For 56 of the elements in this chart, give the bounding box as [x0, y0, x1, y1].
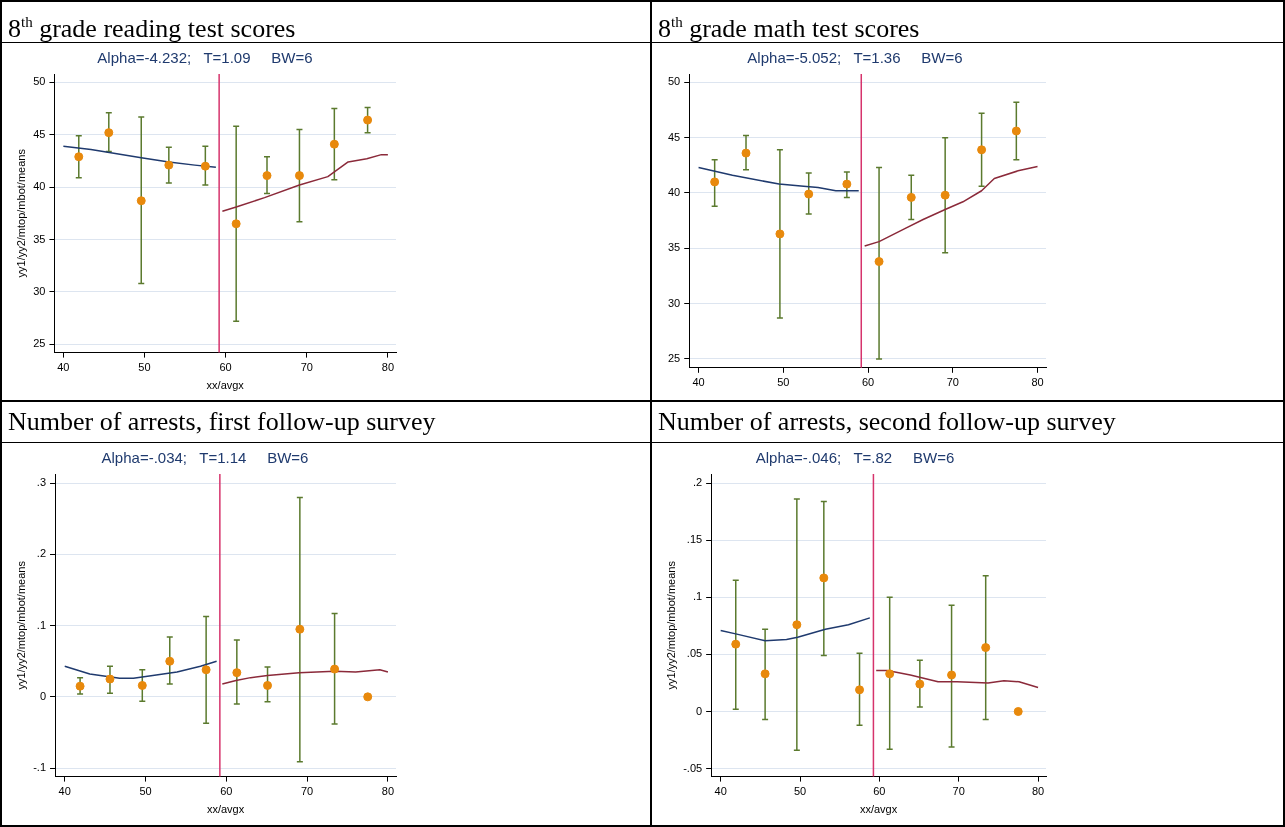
y-tick-label: .2: [692, 476, 703, 489]
x-tick-label: 70: [300, 361, 313, 374]
x-tick-label: 70: [301, 785, 314, 798]
x-tick-label: 80: [381, 785, 395, 798]
x-axis-title: xx/avgx: [206, 803, 245, 816]
y-tick-label: .05: [686, 647, 703, 660]
y-tick-label: 0: [696, 704, 703, 717]
y-tick-label: 50: [33, 75, 46, 88]
chart-subtitle: Alpha=-.034; T=1.14 BW=6: [101, 449, 309, 467]
y-tick-label: .1: [692, 590, 703, 603]
chart-title: 8$^{th}$ grade reading test scores: [2, 2, 650, 43]
y-tick-label: 30: [667, 296, 681, 309]
x-tick-label: 40: [57, 361, 70, 374]
x-axis-title: xx/avgx: [206, 379, 245, 392]
y-tick-label: 40: [33, 180, 46, 193]
chart-subtitle: Alpha=-4.232; T=1.09 BW=6: [97, 49, 313, 67]
y-tick-label: 30: [33, 284, 46, 297]
y-tick-label: 25: [667, 351, 681, 364]
x-tick-label: 50: [139, 785, 152, 798]
y-tick-label: .15: [686, 533, 703, 546]
y-tick-label: 0: [39, 689, 47, 702]
x-tick-label: 40: [58, 785, 71, 798]
y-tick-label: 50: [667, 75, 681, 88]
x-axis-title: xx/avgx: [859, 803, 898, 816]
y-tick-label: 35: [667, 241, 681, 254]
y-tick-label: -.1: [33, 761, 47, 774]
x-tick-label: 70: [952, 785, 965, 798]
x-tick-label: 40: [714, 785, 727, 798]
x-tick-label: 60: [873, 785, 886, 798]
y-tick-label: 25: [33, 337, 46, 350]
chart-title: Number of arrests, second follow-up survey: [652, 402, 1283, 443]
y-tick-label: .2: [36, 547, 47, 560]
y-axis-title: yy1/yy2/mtop/mbot/means: [664, 560, 677, 690]
x-tick-label: 60: [861, 376, 875, 389]
y-tick-label: 45: [33, 127, 46, 140]
y-tick-label: 45: [667, 130, 681, 143]
chart-subtitle: Alpha=-5.052; T=1.36 BW=6: [747, 49, 963, 67]
x-tick-label: 80: [1031, 785, 1045, 798]
x-tick-label: 60: [219, 361, 232, 374]
x-tick-label: 60: [220, 785, 233, 798]
y-axis-title: yy1/yy2/mtop/mbot/means: [14, 560, 27, 690]
y-tick-label: .3: [36, 476, 47, 489]
x-tick-label: 50: [138, 361, 151, 374]
y-tick-label: 40: [667, 185, 681, 198]
y-tick-label: -.05: [683, 761, 703, 774]
y-tick-label: .1: [36, 618, 47, 631]
chart-subtitle: Alpha=-.046; T=.82 BW=6: [755, 449, 955, 467]
x-tick-label: 70: [946, 376, 959, 389]
x-tick-label: 50: [777, 376, 790, 389]
chart-title: Number of arrests, first follow-up survey: [2, 402, 650, 443]
x-tick-label: 50: [793, 785, 807, 798]
x-tick-label: 80: [381, 361, 395, 374]
y-tick-label: 35: [33, 232, 46, 245]
x-tick-label: 80: [1031, 376, 1044, 389]
chart-title: 8$^{th}$ grade math test scores: [652, 2, 1283, 43]
y-axis-title: yy1/yy2/mtop/mbot/means: [14, 148, 27, 278]
